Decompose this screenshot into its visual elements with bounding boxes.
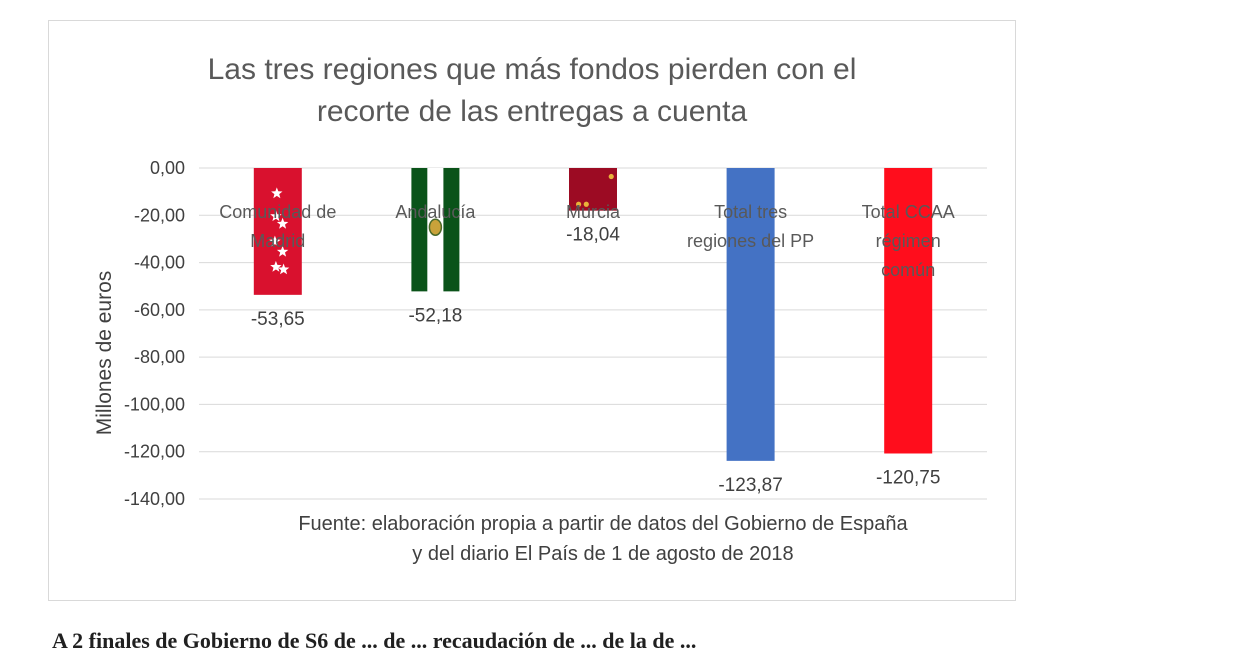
y-tick-label: -20,00 bbox=[134, 205, 185, 225]
data-label: -120,75 bbox=[876, 467, 940, 488]
category-label: Andalucía bbox=[395, 202, 476, 222]
category-label: Murcia bbox=[566, 202, 621, 222]
flag-star bbox=[276, 217, 289, 229]
bar-2 bbox=[411, 168, 460, 292]
flag-emblem bbox=[608, 173, 614, 180]
category-label: Comunidad de bbox=[219, 202, 336, 222]
flag-star bbox=[271, 187, 283, 199]
y-axis-title: Millones de euros bbox=[93, 271, 116, 436]
y-tick-label: 0,00 bbox=[150, 158, 185, 178]
data-label: -18,04 bbox=[566, 225, 620, 246]
category-label: Total tres bbox=[714, 202, 787, 222]
bar-madrid bbox=[253, 168, 302, 295]
category-label: común bbox=[881, 260, 935, 280]
y-tick-labels: 0,00 -20,00 -40,00 -60,00 -80,00 -100,00 -120,… bbox=[124, 158, 185, 509]
chart-title-line-1: Las tres regiones que más fondos pierden… bbox=[208, 53, 857, 86]
bar-total-ccaa bbox=[884, 168, 933, 454]
y-tick-label: -60,00 bbox=[134, 300, 185, 320]
data-label: -123,87 bbox=[718, 475, 782, 496]
source-line-2: y del diario El País de 1 de agosto de 2… bbox=[412, 543, 793, 565]
flag-star bbox=[277, 263, 290, 275]
bar-1 bbox=[253, 168, 302, 295]
flag-emblem bbox=[583, 201, 589, 207]
flag-star bbox=[270, 210, 282, 222]
y-tick-label: -100,00 bbox=[124, 394, 185, 414]
source-line-1: Fuente: elaboración propia a partir de d… bbox=[298, 513, 908, 535]
category-label: Total CCAA bbox=[862, 202, 955, 222]
gridlines bbox=[199, 167, 987, 500]
bar-3 bbox=[569, 168, 617, 211]
flag-emblem bbox=[576, 201, 582, 207]
y-tick-label: -40,00 bbox=[134, 253, 185, 273]
y-tick-label: -140,00 bbox=[124, 489, 185, 509]
category-label: Madrid bbox=[250, 231, 305, 251]
category-labels: Comunidad de Madrid Andalucía Murcia Total t… bbox=[219, 202, 954, 280]
bar-andalucia-stripe-left bbox=[411, 168, 428, 292]
data-label: -53,65 bbox=[251, 309, 305, 330]
category-label: régimen bbox=[876, 231, 941, 251]
bars bbox=[253, 168, 933, 461]
flag-star bbox=[276, 245, 289, 257]
bar-total-pp bbox=[726, 168, 775, 461]
data-label: -52,18 bbox=[408, 305, 462, 326]
flag-star bbox=[270, 260, 282, 272]
y-tick-label: -120,00 bbox=[124, 442, 185, 462]
chart-frame: Las tres regiones que más fondos pierden… bbox=[48, 20, 1016, 601]
bar-4 bbox=[726, 168, 775, 461]
category-label: regiones del PP bbox=[687, 231, 814, 251]
flag-coat-of-arms bbox=[428, 218, 443, 236]
flag-star bbox=[269, 235, 281, 247]
data-labels: -53,65 -52,18 -18,04 -123,87 -120,75 bbox=[251, 225, 941, 496]
y-tick-label: -80,00 bbox=[134, 347, 185, 367]
bar-andalucia-stripe-right bbox=[443, 168, 460, 292]
bar-chart: Las tres regiones que más fondos pierden… bbox=[93, 53, 987, 565]
chart-title-line-2: recorte de las entregas a cuenta bbox=[317, 95, 748, 128]
chart-title: Las tres regiones que más fondos pierden… bbox=[208, 53, 857, 128]
source-note: Fuente: elaboración propia a partir de d… bbox=[298, 513, 908, 565]
bar-5 bbox=[884, 168, 933, 454]
page-body-text-fragment: A 2 finales de Gobierno de S6 de ... de … bbox=[52, 628, 697, 648]
